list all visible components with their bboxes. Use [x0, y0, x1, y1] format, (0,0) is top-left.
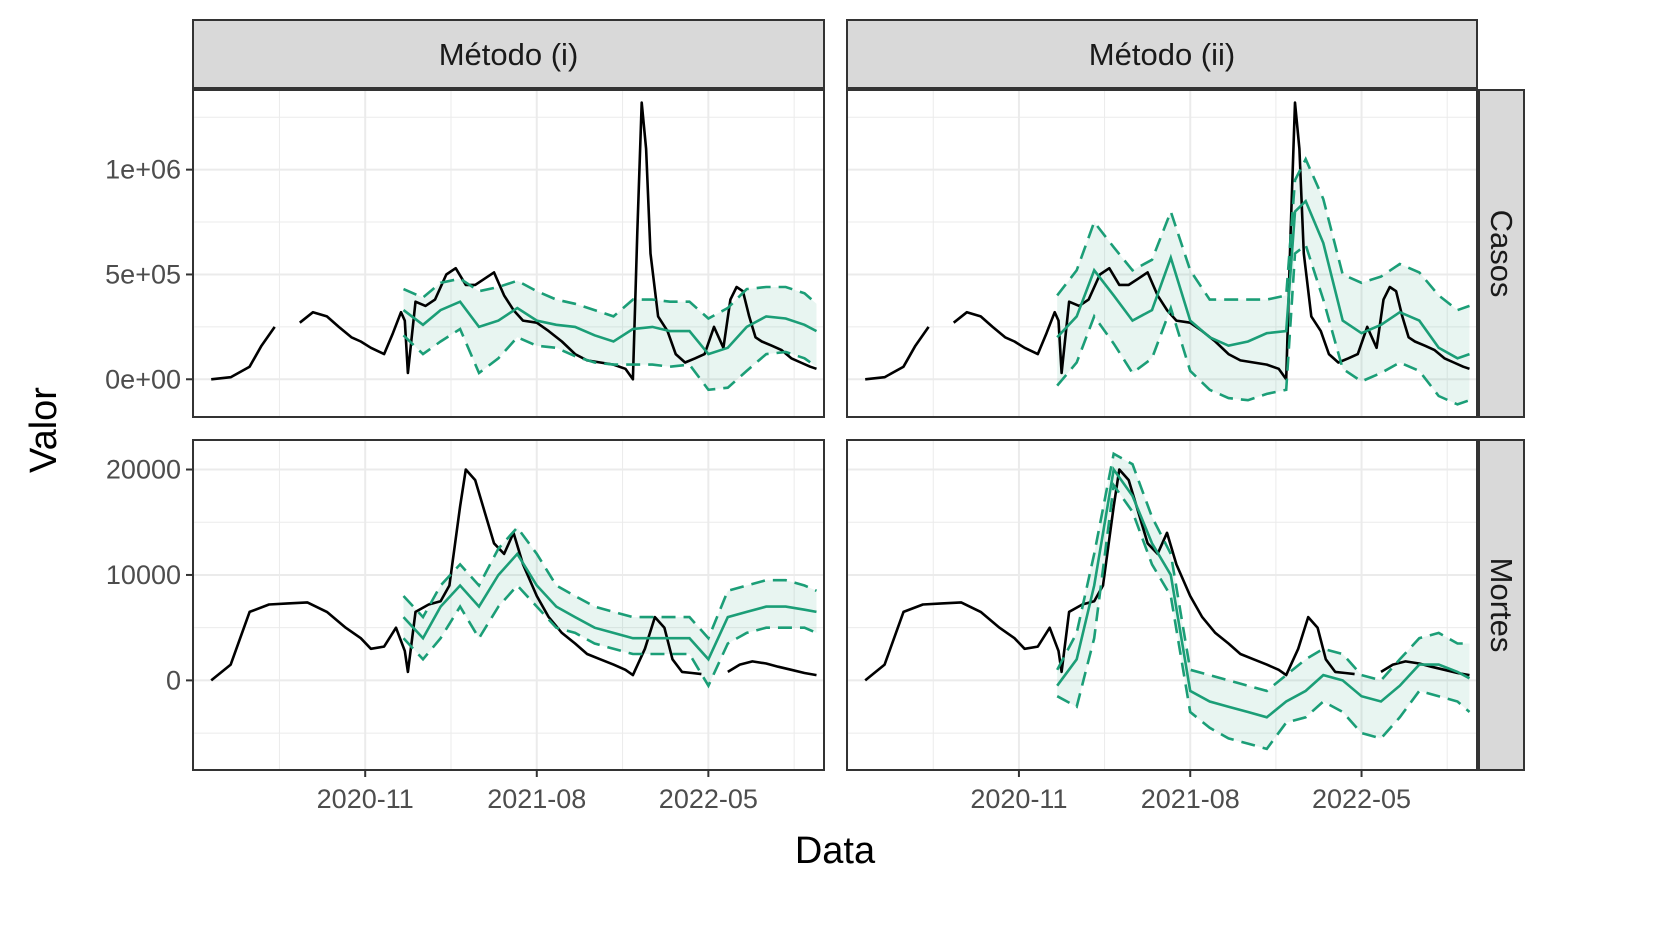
- row-strip-label: Casos: [1484, 210, 1519, 298]
- column-strip-background: [846, 19, 1478, 89]
- panel-metodo-ii-casos: [846, 89, 1478, 418]
- column-strip-label: Método (ii): [1089, 37, 1235, 72]
- forecast-mean-line: [1056, 198, 1470, 360]
- y-tick-label: 0: [166, 665, 181, 695]
- x-tick-label: 2020-11: [317, 784, 414, 814]
- panel-metodo-i-casos: [192, 89, 825, 418]
- forecast-lower-line: [1056, 481, 1471, 751]
- panel-border: [846, 89, 1478, 418]
- panel-metodo-i-mortes: [192, 439, 825, 771]
- panel-metodo-ii-mortes: [846, 439, 1478, 771]
- strip-metodo-ii: Método (ii): [846, 19, 1478, 89]
- y-tick-label: 20000: [106, 455, 181, 485]
- y-tick-label: 1e+06: [105, 155, 181, 185]
- x-tick-label: 2021-08: [487, 784, 586, 814]
- strip-casos: Casos: [1478, 89, 1525, 418]
- row-strip-background: [1478, 439, 1525, 771]
- observed-series-line: [210, 468, 817, 682]
- x-tick-label: 2021-08: [1141, 784, 1240, 814]
- y-axis-title: Valor: [23, 387, 65, 473]
- x-tick-label: 2022-05: [1312, 784, 1411, 814]
- panel-border: [846, 439, 1478, 771]
- strips-layer: Método (i) Método (ii) Casos Mortes: [192, 19, 1525, 771]
- y-tick-label: 10000: [106, 560, 181, 590]
- panel-background: [847, 440, 1477, 770]
- observed-series-line: [865, 101, 1470, 381]
- forecast-lower-line: [402, 327, 818, 392]
- forecast-lower-line: [1056, 242, 1470, 406]
- forecast-interval-band: [403, 278, 817, 390]
- forecast-upper-line: [402, 525, 818, 641]
- forecast-mean-line: [402, 551, 817, 662]
- y-tick-label: 5e+05: [105, 259, 181, 289]
- strip-mortes: Mortes: [1478, 439, 1525, 771]
- y-tick-label: 0e+00: [105, 364, 181, 394]
- x-tick-label: 2022-05: [659, 784, 758, 814]
- column-strip-label: Método (i): [439, 37, 579, 72]
- panel-border: [192, 439, 825, 771]
- forecast-mean-line: [1056, 466, 1471, 719]
- panel-border: [192, 89, 825, 418]
- row-strip-label: Mortes: [1484, 558, 1519, 653]
- row-strip-background: [1478, 89, 1525, 418]
- x-tick-label: 2020-11: [970, 784, 1067, 814]
- forecast-interval-band: [1057, 159, 1470, 405]
- strip-metodo-i: Método (i): [192, 19, 825, 89]
- x-axis-title: Data: [795, 830, 876, 872]
- panels-layer: [192, 89, 1478, 771]
- forecast-lower-line: [402, 583, 818, 689]
- panel-background: [193, 440, 824, 770]
- panel-background: [847, 90, 1477, 417]
- panel-background: [193, 90, 824, 417]
- forecast-upper-line: [1056, 156, 1470, 312]
- forecast-upper-line: [1056, 451, 1470, 693]
- column-strip-background: [192, 19, 825, 89]
- forecast-mean-line: [402, 300, 818, 356]
- axes-layer: 0e+00 5e+05 1e+06 0 10000 20000 2020-11 2021-08…: [105, 155, 1411, 814]
- forecast-upper-line: [402, 277, 818, 321]
